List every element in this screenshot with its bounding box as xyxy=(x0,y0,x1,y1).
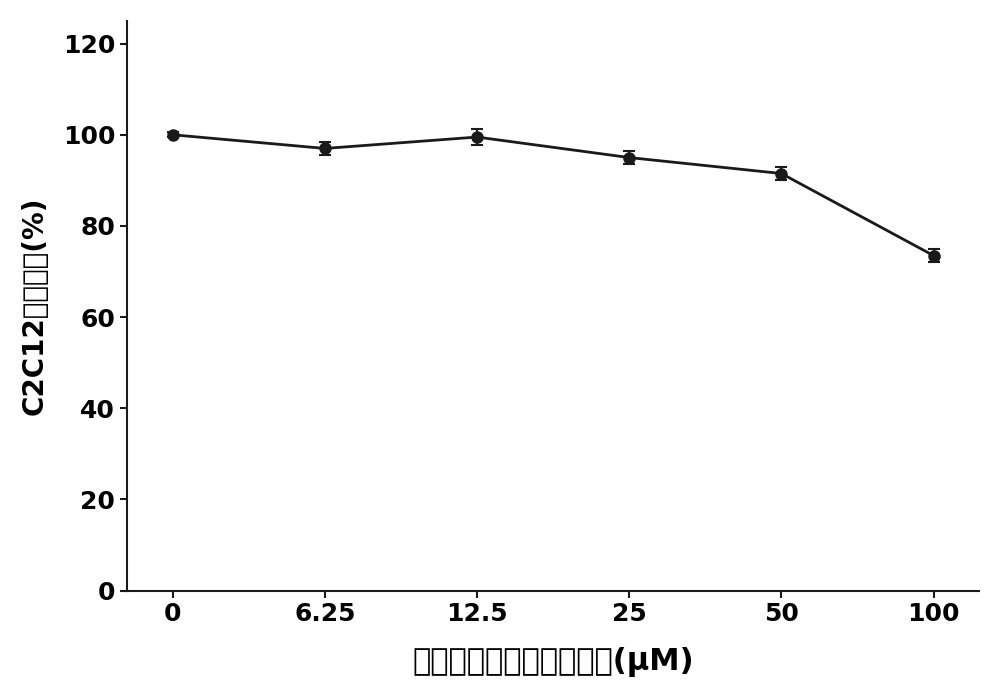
X-axis label: 双甲基氘代鼠尾草酚浓度(μM): 双甲基氘代鼠尾草酚浓度(μM) xyxy=(412,647,694,677)
Y-axis label: C2C12细胞活力(%): C2C12细胞活力(%) xyxy=(21,196,49,415)
